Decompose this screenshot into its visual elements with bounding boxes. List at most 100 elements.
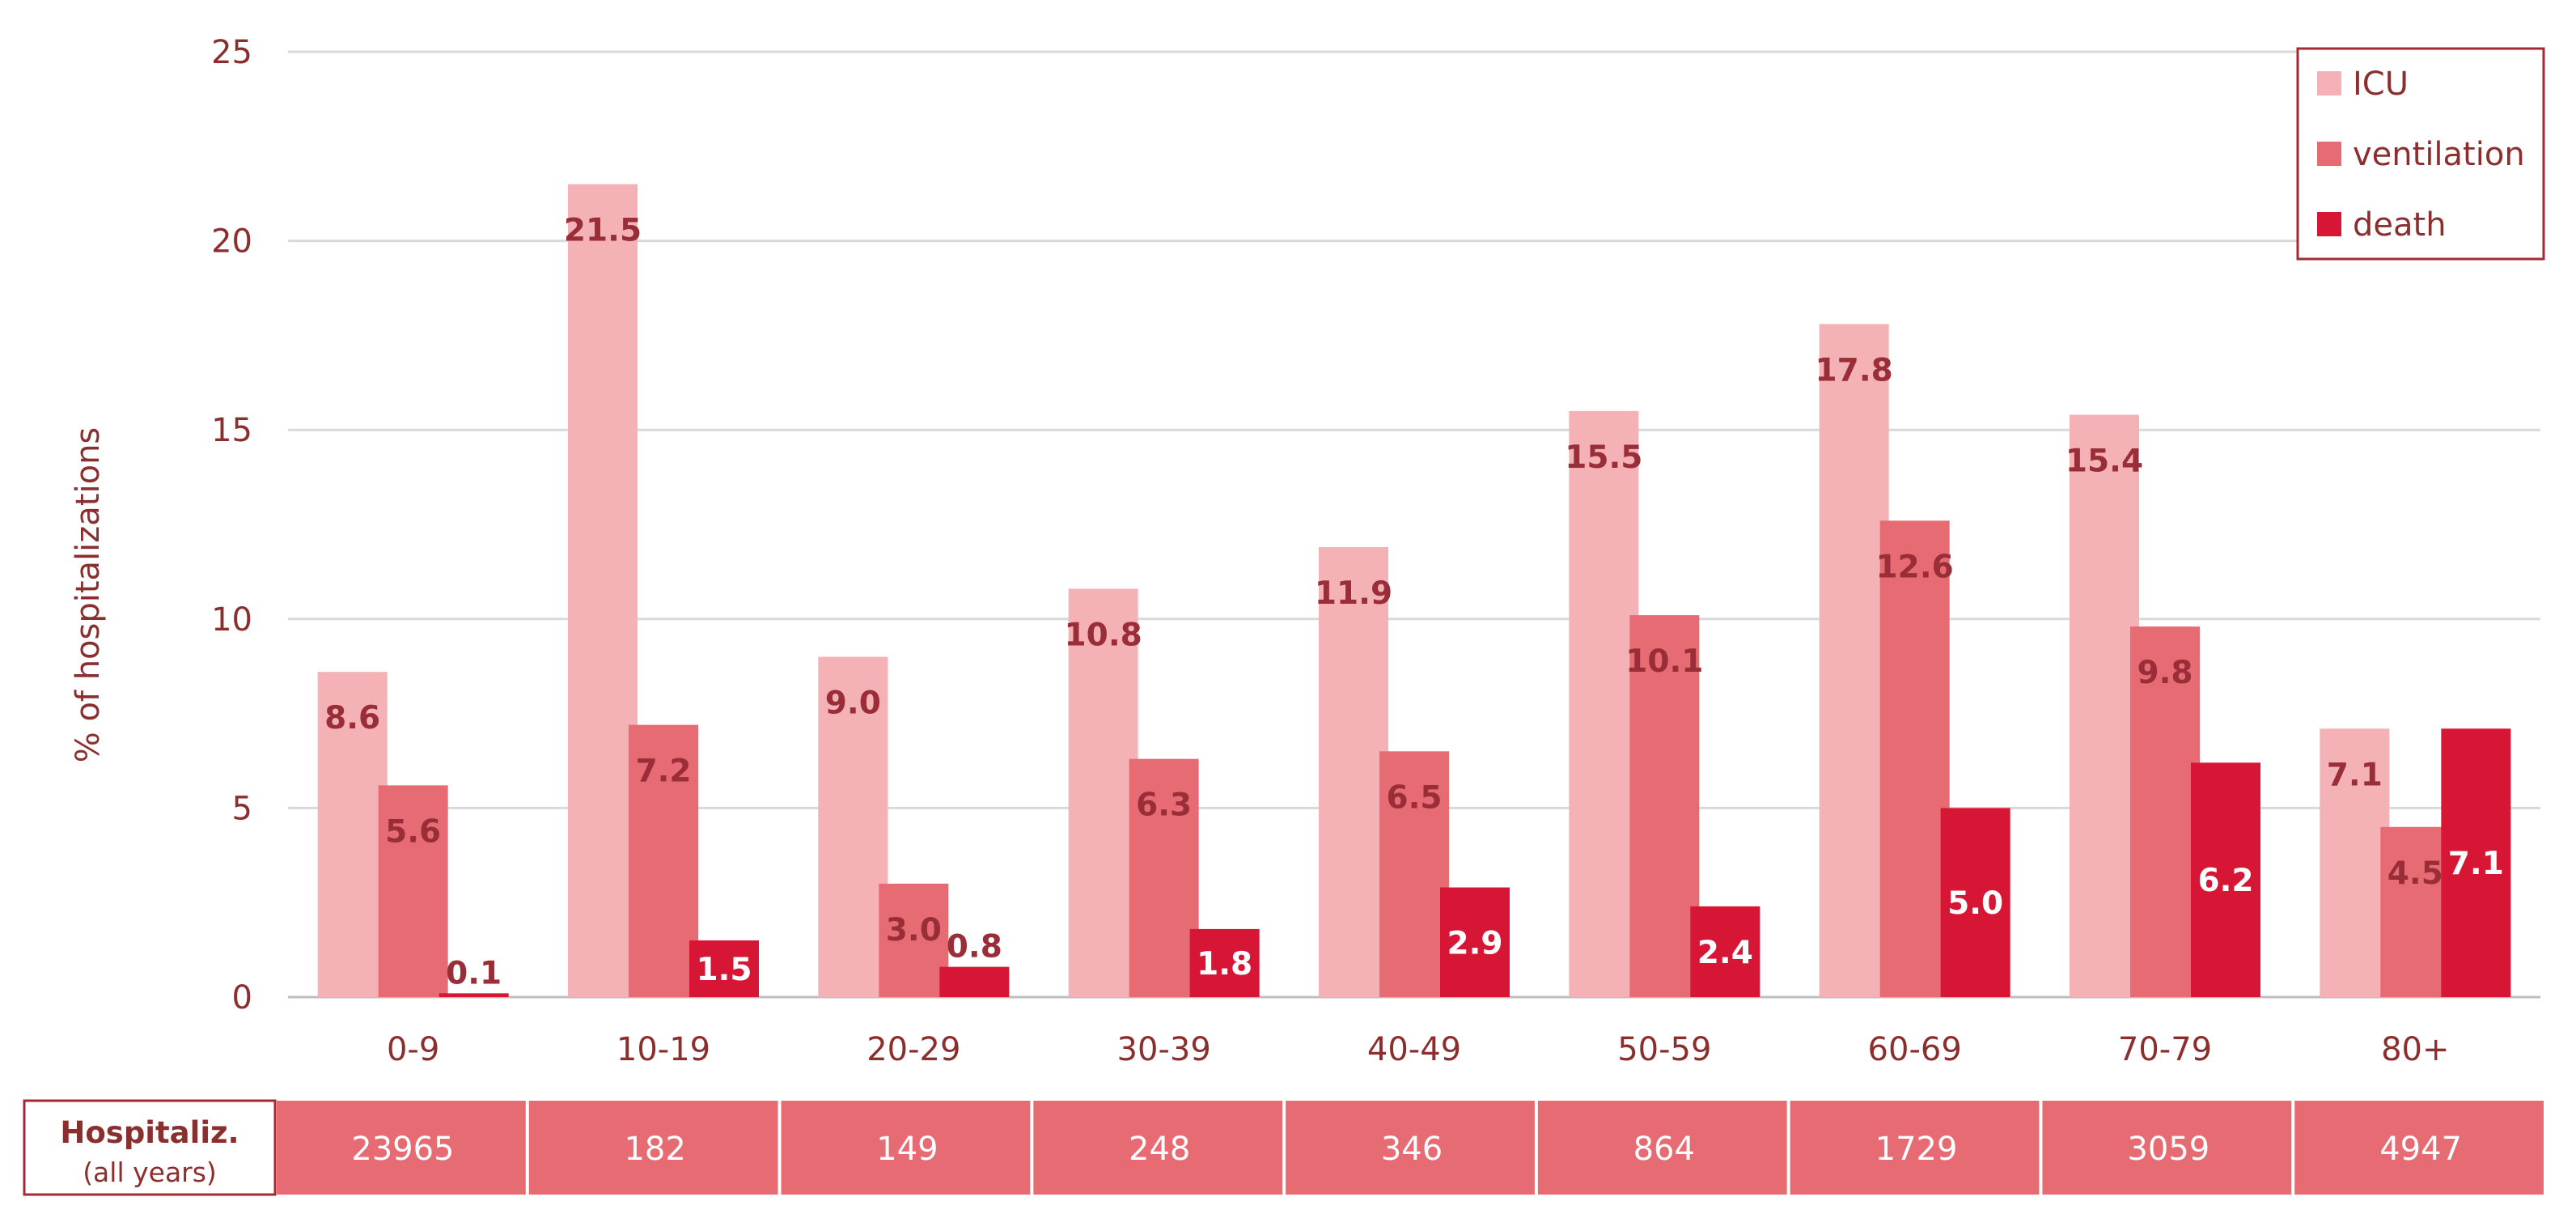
data-label: 0.8: [947, 929, 1002, 966]
data-label: 15.5: [1565, 439, 1642, 476]
table-cell-value: 4947: [2379, 1131, 2462, 1168]
table-cell-value: 248: [1129, 1131, 1190, 1168]
table-header-subtitle: (all years): [83, 1157, 217, 1188]
bar-ventilation-70-79: [2130, 626, 2200, 997]
bar-death-80+: [2441, 728, 2511, 997]
data-label: 2.9: [1447, 925, 1502, 961]
data-label: 10.1: [1625, 643, 1703, 680]
data-label: 6.2: [2197, 863, 2253, 899]
legend-label-death: death: [2353, 206, 2447, 244]
data-label: 6.5: [1386, 779, 1442, 816]
data-label: 1.8: [1197, 946, 1252, 983]
x-tick-label: 0-9: [387, 1031, 439, 1068]
y-tick-label: 0: [232, 979, 252, 1017]
x-tick-label: 80+: [2381, 1031, 2449, 1068]
bar-ventilation-20-29: [879, 883, 949, 997]
table-cell: [781, 1101, 1031, 1195]
table-cell: [1286, 1101, 1535, 1195]
bar-ventilation-60-69: [1879, 520, 1950, 997]
data-label: 8.6: [324, 700, 380, 736]
data-label: 21.5: [564, 213, 642, 249]
x-tick-label: 70-79: [2118, 1031, 2212, 1068]
bars: 8.6 5.6 0.1 21.5 7.2 1.5 9.0 3.0 0.8 10.8 6.3 1.8 11…: [317, 184, 2511, 998]
x-tick-label: 50-59: [1617, 1031, 1711, 1068]
bar-death-20-29: [939, 966, 1010, 997]
legend-label-ICU: ICU: [2353, 66, 2409, 103]
data-label: 3.0: [886, 912, 942, 949]
table-cell-value: 864: [1633, 1131, 1695, 1168]
x-tick-label: 20-29: [866, 1031, 960, 1068]
y-tick-label: 20: [211, 223, 252, 261]
bar-ICU-20-29: [818, 656, 888, 997]
data-label: 1.5: [696, 952, 752, 988]
data-label: 15.4: [2065, 444, 2143, 480]
bar-ICU-30-39: [1068, 588, 1138, 997]
legend-swatch-ventilation: [2317, 142, 2341, 166]
table-cell-value: 23965: [351, 1131, 454, 1168]
data-label: 17.8: [1815, 352, 1893, 388]
bar-ICU-40-49: [1319, 547, 1388, 997]
bar-death-50-59: [1690, 906, 1760, 997]
data-label: 12.6: [1876, 549, 1954, 585]
table-cell: [2042, 1101, 2292, 1195]
y-tick-label: 25: [211, 34, 252, 71]
legend-label-ventilation: ventilation: [2353, 136, 2525, 173]
data-label: 0.1: [446, 955, 502, 991]
data-label: 11.9: [1315, 575, 1392, 612]
bar-ICU-0-9: [317, 672, 388, 997]
hospitalization-table: Hospitaliz. (all years) 23965 182 149 248 346 8…: [23, 1099, 2544, 1196]
bar-ventilation-80+: [2380, 826, 2451, 997]
bar-ICU-70-79: [2070, 414, 2139, 997]
table-cell-value: 149: [876, 1131, 938, 1168]
data-label: 5.0: [1947, 885, 2003, 922]
data-label: 7.1: [2327, 757, 2383, 793]
bar-death-10-19: [689, 940, 759, 997]
data-label: 9.8: [2137, 655, 2193, 691]
bar-death-70-79: [2191, 762, 2260, 997]
table-cell-value: 3059: [2127, 1131, 2210, 1168]
bar-ventilation-0-9: [378, 785, 448, 997]
bar-death-30-39: [1189, 928, 1260, 997]
table-header-title: Hospitaliz.: [60, 1115, 239, 1150]
bar-ICU-60-69: [1819, 324, 1889, 997]
bar-death-40-49: [1440, 887, 1510, 997]
legend-swatch-death: [2317, 212, 2341, 236]
bar-death-0-9: [439, 993, 509, 997]
y-tick-label: 5: [232, 790, 252, 827]
bar-ventilation-10-19: [629, 724, 698, 997]
bar-ICU-50-59: [1569, 410, 1639, 998]
y-axis-label: % of hospitalizations: [70, 427, 107, 763]
table-cell: [2294, 1101, 2544, 1195]
data-label: 10.8: [1065, 617, 1142, 653]
data-label: 9.0: [825, 686, 881, 722]
data-label: 4.5: [2387, 855, 2443, 892]
bar-ICU-80+: [2320, 728, 2390, 997]
data-label: 2.4: [1697, 935, 1753, 971]
x-tick-label: 60-69: [1868, 1031, 1962, 1068]
bar-ventilation-50-59: [1629, 615, 1700, 997]
table-cell: [277, 1101, 526, 1195]
table-cell: [1790, 1101, 2040, 1195]
legend: ICU ventilation death: [2296, 47, 2545, 261]
data-label: 5.6: [385, 813, 441, 850]
bar-ICU-10-19: [568, 184, 638, 997]
table-cell-value: 346: [1381, 1131, 1443, 1168]
y-tick-label: 10: [211, 601, 252, 639]
table-cell: [1537, 1101, 1787, 1195]
y-axis-ticks: 0 5 10 15 20 25: [211, 34, 252, 1017]
table-header-cell: [23, 1099, 277, 1196]
x-tick-label: 30-39: [1117, 1031, 1211, 1068]
table-cell-value: 1729: [1875, 1131, 1958, 1168]
table-cell: [1033, 1101, 1283, 1195]
y-tick-label: 15: [211, 412, 252, 449]
table-cell-value: 182: [624, 1131, 685, 1168]
bar-ventilation-30-39: [1129, 758, 1199, 997]
data-label: 6.3: [1136, 787, 1192, 824]
data-label: 7.1: [2448, 846, 2504, 882]
data-label: 7.2: [635, 753, 691, 790]
bar-death-60-69: [1940, 808, 2010, 997]
x-tick-label: 10-19: [616, 1031, 710, 1068]
legend-swatch-ICU: [2317, 71, 2341, 96]
bar-ventilation-40-49: [1379, 751, 1449, 997]
